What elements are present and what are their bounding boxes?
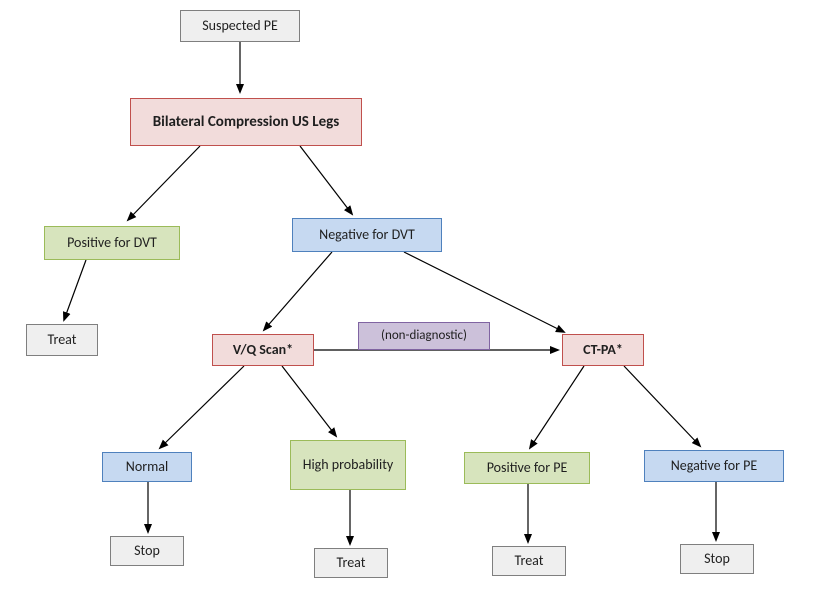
node-negative-pe: Negative for PE bbox=[644, 450, 784, 482]
node-stop-1: Stop bbox=[110, 536, 184, 566]
node-label: Bilateral Compression US Legs bbox=[153, 113, 339, 131]
node-bilateral-us: Bilateral Compression US Legs bbox=[130, 98, 362, 146]
node-label: Normal bbox=[126, 459, 168, 476]
node-label: V/Q Scan* bbox=[233, 342, 293, 359]
node-label: High probability bbox=[303, 457, 394, 474]
node-ct-pa: CT-PA* bbox=[562, 334, 644, 366]
node-label: Treat bbox=[515, 553, 544, 570]
node-suspected-pe: Suspected PE bbox=[180, 10, 300, 42]
node-negative-dvt: Negative for DVT bbox=[292, 218, 442, 252]
node-treat-3: Treat bbox=[492, 546, 566, 576]
node-label: Treat bbox=[48, 332, 77, 349]
node-label: Stop bbox=[704, 551, 730, 568]
node-vq-scan: V/Q Scan* bbox=[212, 334, 314, 366]
node-non-diagnostic: (non-diagnostic) bbox=[358, 322, 490, 350]
node-high-probability: High probability bbox=[290, 440, 406, 490]
node-positive-pe: Positive for PE bbox=[464, 452, 590, 484]
node-label: Suspected PE bbox=[202, 18, 278, 35]
node-label: Stop bbox=[134, 543, 160, 560]
node-treat-1: Treat bbox=[26, 324, 98, 356]
node-label: (non-diagnostic) bbox=[381, 328, 467, 344]
node-label: Treat bbox=[337, 555, 366, 572]
node-label: Negative for DVT bbox=[319, 227, 415, 244]
node-label: Positive for PE bbox=[487, 460, 568, 477]
node-positive-dvt: Positive for DVT bbox=[44, 226, 180, 260]
node-stop-2: Stop bbox=[680, 544, 754, 574]
node-normal: Normal bbox=[102, 452, 192, 482]
node-label: CT-PA* bbox=[583, 342, 623, 359]
node-label: Negative for PE bbox=[671, 458, 758, 475]
flowchart-arrows bbox=[0, 0, 820, 595]
node-treat-2: Treat bbox=[314, 548, 388, 578]
node-label: Positive for DVT bbox=[67, 235, 157, 252]
